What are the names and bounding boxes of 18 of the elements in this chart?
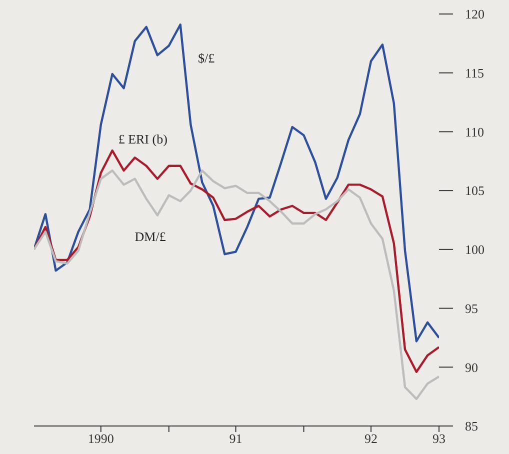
y-tick-label: 100 bbox=[465, 242, 484, 258]
y-tick-label: 115 bbox=[465, 65, 484, 80]
y-tick-label: 85 bbox=[465, 418, 478, 434]
line-series bbox=[34, 169, 439, 400]
x-tick-label: 91 bbox=[229, 431, 242, 446]
series-label: £ ERI (b) bbox=[118, 132, 168, 147]
series-label: DM/£ bbox=[134, 228, 166, 244]
x-tick-label: 93 bbox=[432, 431, 446, 446]
x-tick-label: 92 bbox=[364, 431, 378, 446]
y-tick-label: 95 bbox=[465, 300, 478, 316]
series-label: $/£ bbox=[198, 50, 216, 66]
y-tick-label: 120 bbox=[465, 6, 484, 22]
line-series bbox=[34, 149, 439, 373]
y-tick-label: 105 bbox=[465, 183, 484, 198]
y-tick-label: 90 bbox=[465, 360, 478, 375]
x-tick-label: 1990 bbox=[88, 431, 114, 446]
line-series bbox=[34, 23, 439, 342]
y-tick-label: 110 bbox=[465, 124, 484, 140]
